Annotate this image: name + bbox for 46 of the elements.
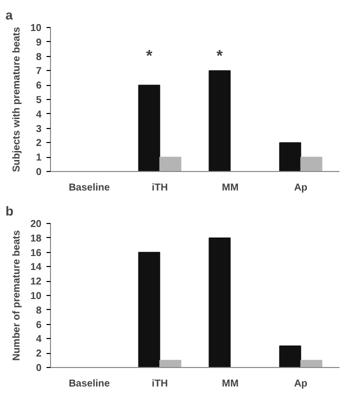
bar [138, 84, 160, 172]
y-tick-label: 4 [36, 334, 42, 346]
annotation: * [216, 48, 224, 65]
x-tick-label: MM [222, 378, 239, 390]
y-tick-label: 8 [36, 52, 42, 63]
y-tick-label: 2 [36, 348, 42, 360]
bar [300, 156, 322, 172]
y-tick-label: 6 [36, 80, 42, 92]
y-tick-label: 9 [36, 37, 42, 48]
bar [138, 252, 160, 368]
y-tick-label: 6 [36, 320, 42, 331]
bar [159, 156, 182, 172]
y-tick-label: 2 [36, 138, 42, 150]
y-tick-label: 12 [30, 276, 42, 288]
y-tick-label: 16 [30, 248, 42, 259]
y-tick-label: 3 [36, 124, 42, 135]
bar [279, 346, 302, 368]
x-tick-label: Ap [294, 182, 308, 194]
y-tick-label: 7 [36, 66, 42, 78]
bar [208, 70, 231, 172]
y-tick-label: 0 [36, 167, 42, 178]
y-tick-label: 18 [30, 233, 42, 244]
x-tick-label: MM [222, 182, 239, 194]
x-tick-label: iTH [152, 182, 168, 194]
y-tick-label: 4 [36, 109, 42, 120]
annotation: * [146, 48, 154, 65]
chart-title: b [6, 204, 14, 218]
y-axis-title: Number of premature beats [11, 230, 22, 361]
bar [300, 360, 322, 368]
y-tick-label: 8 [36, 305, 42, 316]
x-tick-label: Baseline [68, 182, 110, 194]
y-tick-label: 0 [36, 363, 42, 374]
y-tick-label: 5 [36, 95, 42, 106]
y-axis-title: Subjects with premature beats [11, 26, 22, 172]
chart-title: a [6, 8, 14, 22]
bar [279, 142, 302, 172]
bar [208, 238, 231, 368]
y-tick-label: 10 [30, 23, 42, 34]
y-tick-label: 1 [36, 152, 42, 164]
x-tick-label: Baseline [68, 378, 110, 390]
x-tick-label: Ap [294, 378, 308, 390]
y-tick-label: 10 [30, 291, 42, 302]
bar [159, 360, 182, 368]
x-tick-label: iTH [152, 378, 168, 390]
y-tick-label: 20 [30, 219, 42, 230]
y-tick-label: 14 [30, 262, 42, 274]
